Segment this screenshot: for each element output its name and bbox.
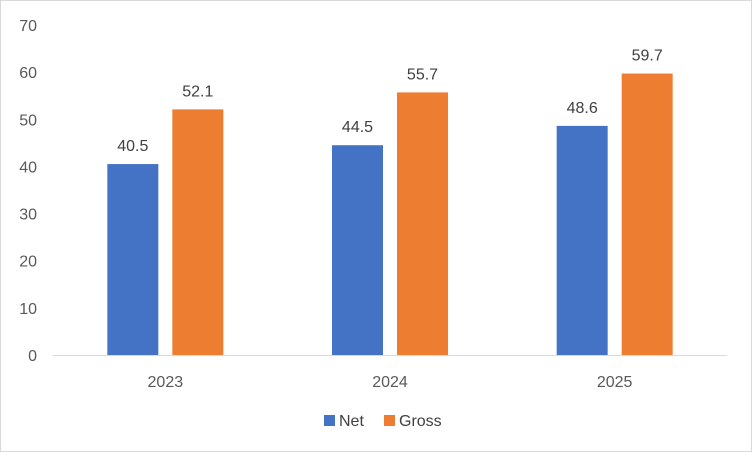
y-tick-label: 0 [28,348,37,365]
x-tick-label: 2024 [372,374,408,391]
bar-net-2023 [107,164,159,355]
x-tick-label: 2023 [148,374,184,391]
legend-swatch-gross [384,415,395,426]
y-tick-label: 70 [19,18,37,35]
bar-gross-2025 [621,73,673,356]
legend-label-net: Net [339,413,364,430]
bars [107,73,673,356]
data-label-net-2023: 40.5 [117,138,148,155]
legend: Net Gross [324,413,442,430]
bar-net-2024 [332,145,383,355]
x-tick-label: 2025 [597,374,633,391]
y-tick-label: 10 [19,301,37,318]
bar-net-2025 [556,125,608,355]
x-axis-ticks: 2023 2024 2025 [148,374,633,391]
data-labels: 40.5 52.1 44.5 55.7 48.6 59.7 [117,48,663,156]
bar-gross-2024 [397,92,448,356]
data-label-net-2025: 48.6 [567,100,598,117]
legend-swatch-net [324,415,335,426]
data-label-gross-2023: 52.1 [182,83,213,100]
y-axis-ticks: 0 10 20 30 40 50 60 70 [19,18,37,365]
y-tick-label: 40 [19,159,37,176]
data-label-gross-2025: 59.7 [632,48,663,65]
data-label-net-2024: 44.5 [342,119,373,136]
y-tick-label: 50 [19,112,37,129]
y-tick-label: 20 [19,254,37,271]
y-tick-label: 60 [19,65,37,82]
bar-gross-2023 [172,109,224,355]
data-label-gross-2024: 55.7 [407,66,438,83]
legend-label-gross: Gross [399,413,442,430]
y-tick-label: 30 [19,207,37,224]
